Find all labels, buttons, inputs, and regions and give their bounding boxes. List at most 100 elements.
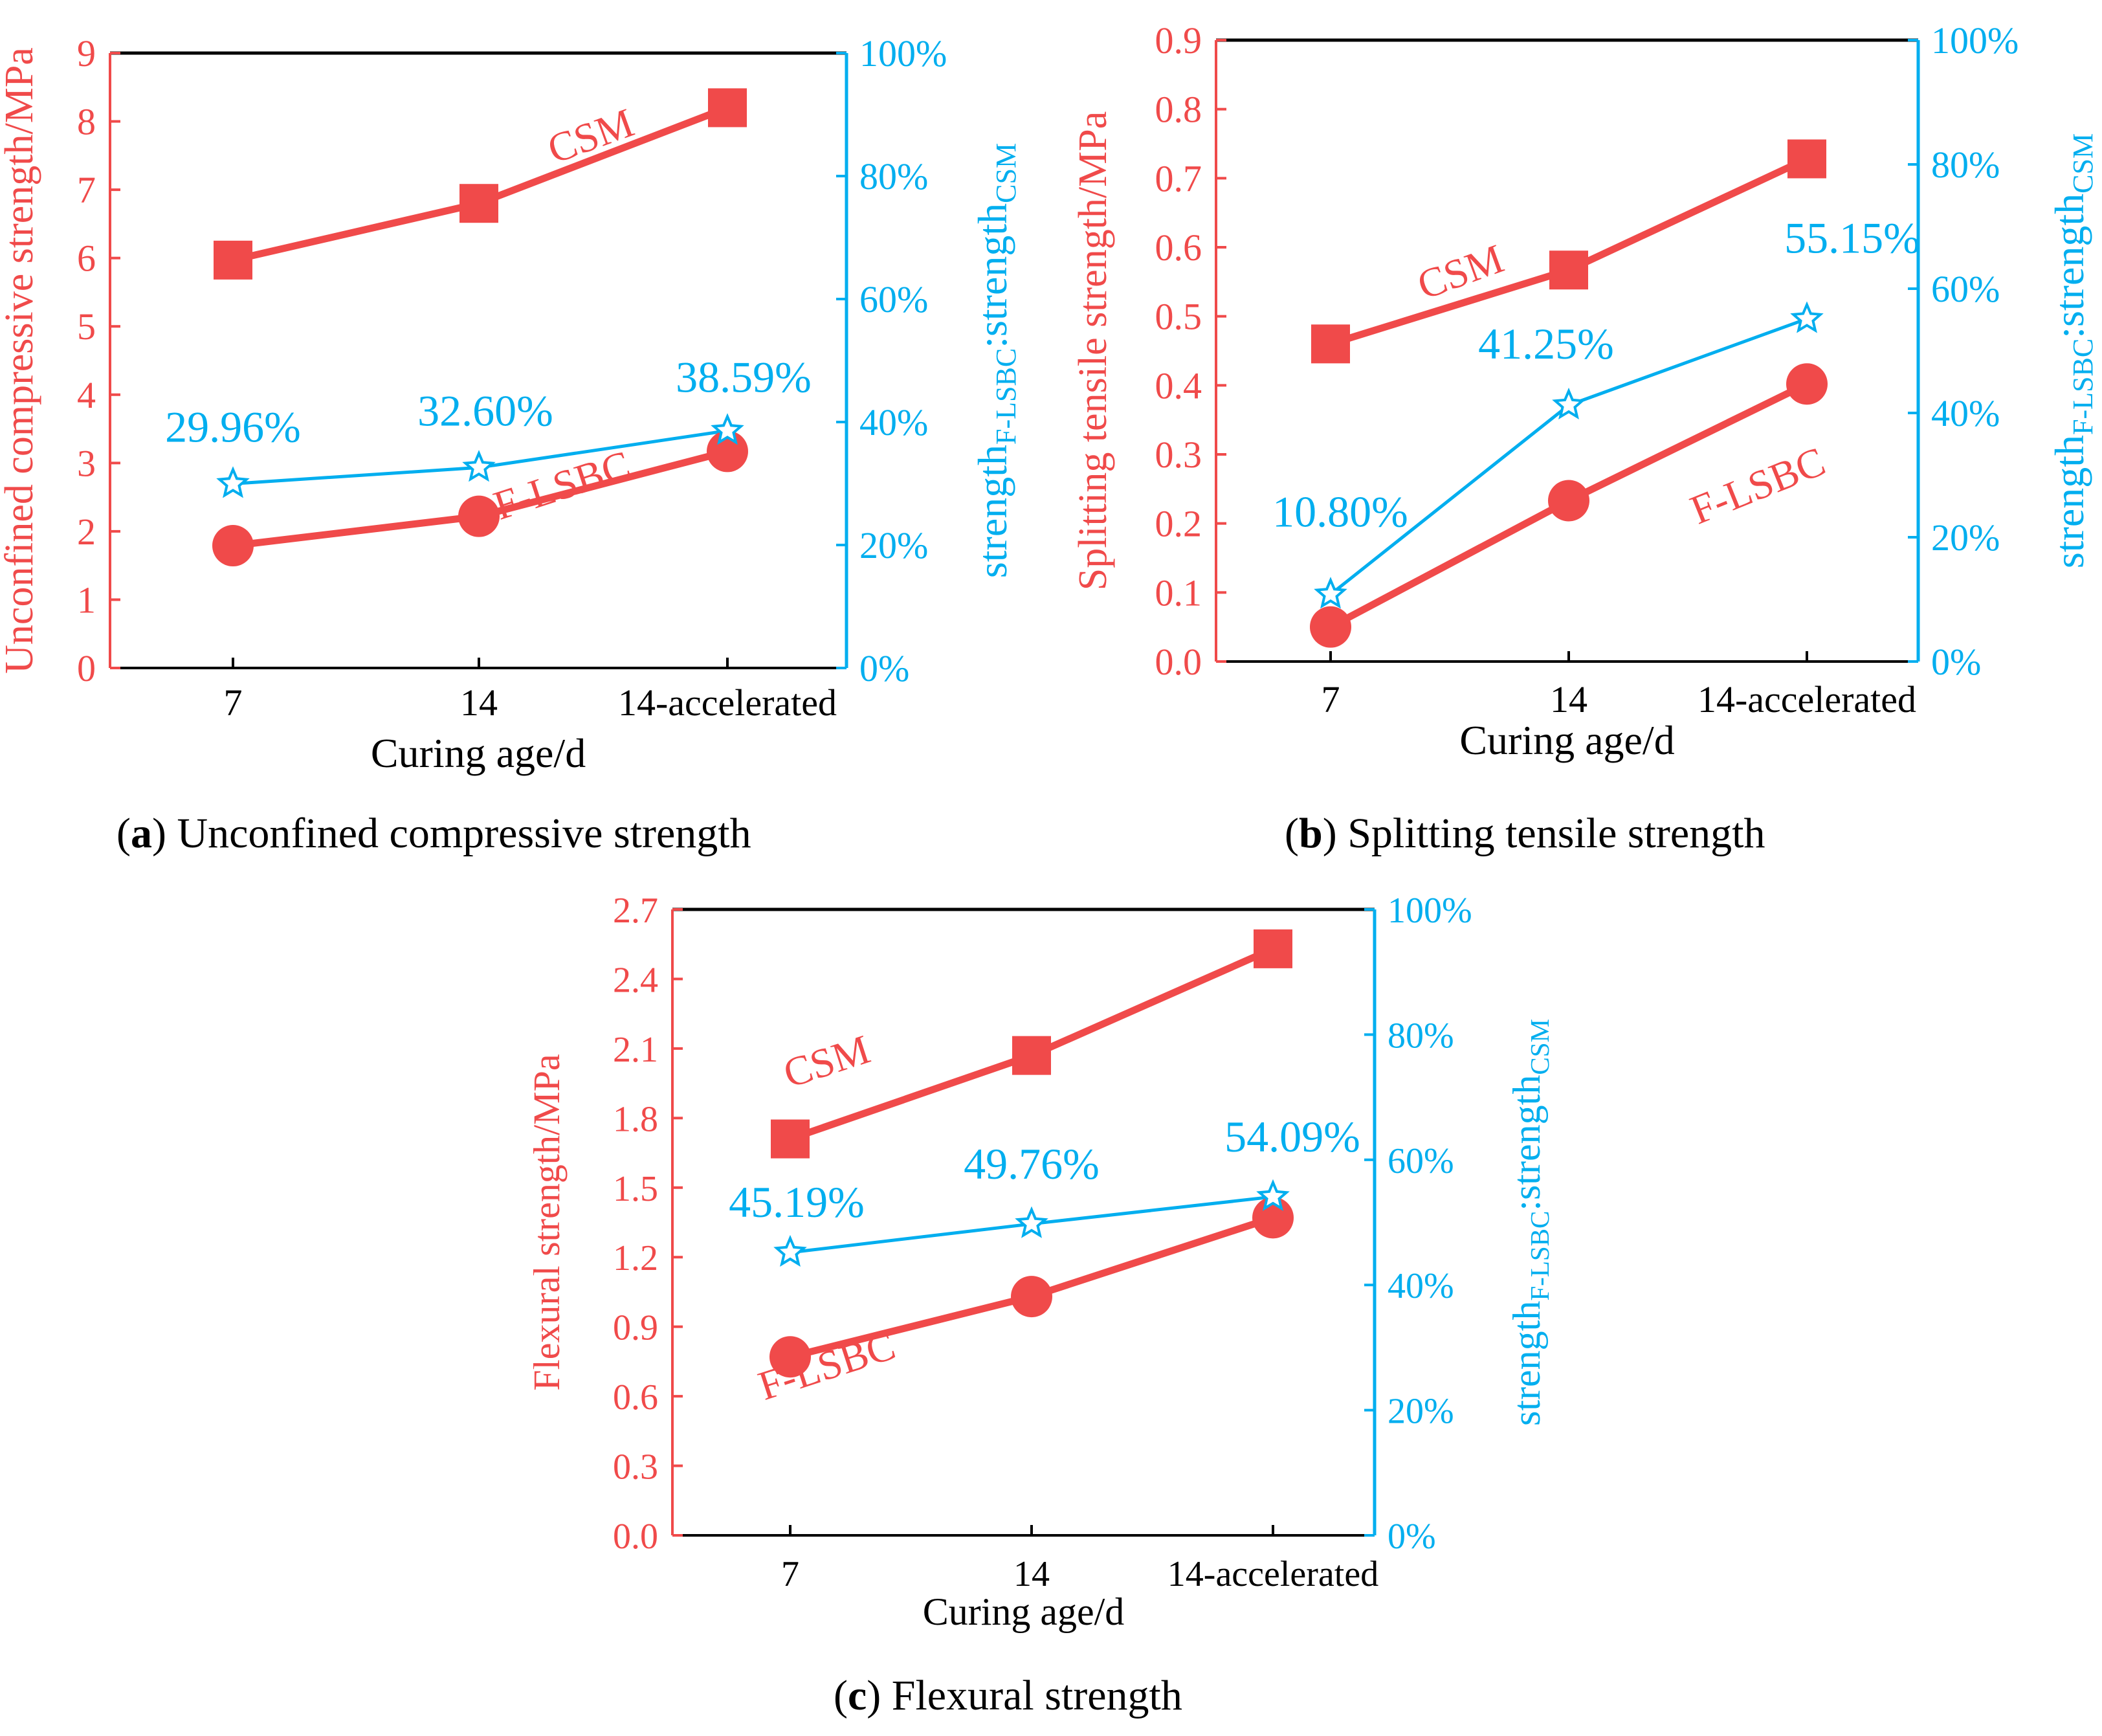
ratio-marker-star	[1552, 387, 1586, 419]
left-y-tick-label: 1.5	[613, 1169, 658, 1209]
ratio-marker-star	[773, 1234, 807, 1267]
ratio-marker-star	[216, 466, 250, 498]
left-y-tick-label: 0.2	[1155, 503, 1202, 545]
csm-marker-square	[771, 1119, 810, 1159]
left-y-tick-label: 4	[77, 374, 96, 416]
left-y-tick-label: 0.0	[613, 1517, 658, 1557]
x-axis-label: Curing age/d	[923, 1590, 1125, 1633]
csm-marker-square	[1549, 250, 1588, 290]
right-y-axis-label-part: :strength	[1505, 1075, 1548, 1211]
right-y-axis-label: strengthF-LSBC:strengthCSM	[1505, 1019, 1554, 1426]
right-y-axis-label-part: strength	[2046, 435, 2092, 568]
right-y-tick-label: 20%	[1931, 517, 2000, 559]
csm-marker-square	[708, 88, 747, 128]
right-y-axis-label-subscript: CSM	[990, 143, 1022, 203]
f-lsbc-annotation: F-LSBC	[753, 1322, 900, 1409]
x-axis-label: Curing age/d	[1459, 717, 1674, 763]
right-y-axis-label-subscript: F-LSBC	[990, 348, 1022, 445]
csm-marker-square	[214, 240, 252, 280]
left-y-tick-label: 0	[77, 647, 96, 689]
csm-marker-square	[1254, 929, 1292, 968]
right-y-axis-label: strengthF-LSBC:strengthCSM	[969, 143, 1022, 578]
x-tick-label: 14-accelerated	[1167, 1554, 1378, 1594]
caption-a-letter: a	[130, 810, 152, 857]
csm-series-line	[232, 104, 729, 264]
right-y-tick-label: 0%	[1931, 641, 1981, 683]
left-y-tick-label: 2.1	[613, 1030, 658, 1070]
ratio-data-label: 41.25%	[1478, 319, 1614, 368]
caption-c-letter: c	[847, 1672, 867, 1719]
caption-a-text: Unconfined compressive strength	[177, 810, 751, 857]
x-tick-label: 14	[1013, 1554, 1050, 1594]
left-y-tick-label: 3	[77, 442, 96, 484]
f-lsbc-marker-circle	[707, 430, 748, 473]
left-y-tick-label: 0.0	[1155, 641, 1202, 683]
chart-panel-a: 0 1 2 3 4 5 6 7 8 9 0% 20% 40% 60% 80% 100% 7 14 14-accele…	[0, 32, 1022, 776]
f-lsbc-annotation: F-LSBC	[1684, 438, 1831, 533]
left-y-tick-label: 5	[77, 306, 96, 348]
f-lsbc-marker-circle	[212, 525, 254, 567]
right-y-tick-label: 40%	[1931, 392, 2000, 434]
ratio-marker-star	[1015, 1206, 1048, 1238]
left-y-tick-label: 0.5	[1155, 296, 1202, 338]
csm-marker-square	[459, 184, 498, 223]
left-y-tick-label: 0.1	[1155, 572, 1202, 614]
right-y-tick-label: 40%	[1388, 1266, 1454, 1306]
x-tick-label: 14-accelerated	[618, 682, 837, 724]
f-lsbc-marker-circle	[1310, 606, 1351, 648]
ratio-data-label: 32.60%	[417, 386, 553, 435]
right-y-tick-label: 0%	[1388, 1517, 1436, 1557]
ratio-data-label: 10.80%	[1272, 487, 1408, 536]
left-y-tick-label: 6	[77, 238, 96, 280]
x-axis-label: Curing age/d	[371, 730, 586, 776]
csm-annotation: CSM	[778, 1026, 876, 1096]
left-y-tick-label: 7	[77, 169, 96, 211]
right-y-axis-label-subscript: F-LSBC	[1525, 1211, 1554, 1301]
left-y-tick-label: 9	[77, 32, 96, 74]
ratio-marker-star	[1256, 1179, 1290, 1211]
right-y-tick-label: 60%	[1931, 268, 2000, 310]
caption-b-letter: b	[1298, 810, 1323, 857]
left-y-tick-label: 8	[77, 101, 96, 143]
right-y-tick-label: 60%	[1388, 1141, 1454, 1181]
caption-b: (b) Splitting tensile strength	[1285, 810, 1765, 857]
ratio-data-label: 38.59%	[676, 352, 812, 401]
f-lsbc-marker-circle	[769, 1336, 811, 1378]
right-y-axis-label-part: :strength	[969, 203, 1015, 348]
x-tick-label: 14	[460, 682, 498, 724]
chart-panel-c: 0.0 0.3 0.6 0.9 1.2 1.5 1.8 2.1 2.4 2.7 0% 20% 40% 60…	[533, 891, 1554, 1633]
left-y-tick-label: 0.8	[1155, 89, 1202, 131]
left-y-tick-label: 0.3	[1155, 434, 1202, 476]
left-y-tick-label: 0.6	[1155, 227, 1202, 269]
x-tick-label: 7	[1322, 678, 1340, 720]
right-y-tick-label: 0%	[859, 647, 909, 689]
ratio-data-label: 29.96%	[165, 402, 301, 451]
f-lsbc-marker-circle	[1786, 363, 1828, 405]
caption-c: (c) Flexural strength	[834, 1672, 1182, 1719]
right-y-tick-label: 100%	[859, 32, 947, 74]
right-y-tick-label: 80%	[1388, 1016, 1454, 1056]
left-y-tick-label: 2.4	[613, 960, 658, 1000]
right-y-axis-label: strengthF-LSBC:strengthCSM	[2046, 133, 2099, 568]
f-lsbc-marker-circle	[1252, 1197, 1294, 1239]
chart-panel-b: 0.0 0.1 0.2 0.3 0.4 0.5 0.6 0.7 0.8 0.9 0% 20% 40% 60…	[1071, 19, 2099, 763]
caption-c-text: Flexural strength	[891, 1672, 1182, 1719]
right-y-tick-label: 40%	[859, 401, 928, 443]
right-y-tick-label: 80%	[859, 155, 928, 197]
right-y-axis-label-part: :strength	[2046, 194, 2092, 339]
left-y-tick-label: 1	[77, 579, 96, 621]
right-y-axis-label-subscript: CSM	[2067, 133, 2099, 194]
right-y-tick-label: 100%	[1931, 19, 2019, 61]
ratio-data-label: 49.76%	[964, 1139, 1100, 1188]
x-tick-label: 7	[224, 682, 243, 724]
caption-b-text: Splitting tensile strength	[1347, 810, 1765, 857]
right-y-tick-label: 20%	[859, 524, 928, 566]
x-tick-label: 14	[1550, 678, 1588, 720]
ratio-data-label: 54.09%	[1224, 1112, 1360, 1161]
csm-marker-square	[1311, 324, 1350, 364]
right-y-tick-label: 20%	[1388, 1392, 1454, 1432]
ratio-data-label: 45.19%	[729, 1177, 865, 1227]
left-y-tick-label: 0.4	[1155, 364, 1202, 406]
ratio-marker-star	[711, 413, 744, 445]
f-lsbc-marker-circle	[458, 495, 500, 537]
